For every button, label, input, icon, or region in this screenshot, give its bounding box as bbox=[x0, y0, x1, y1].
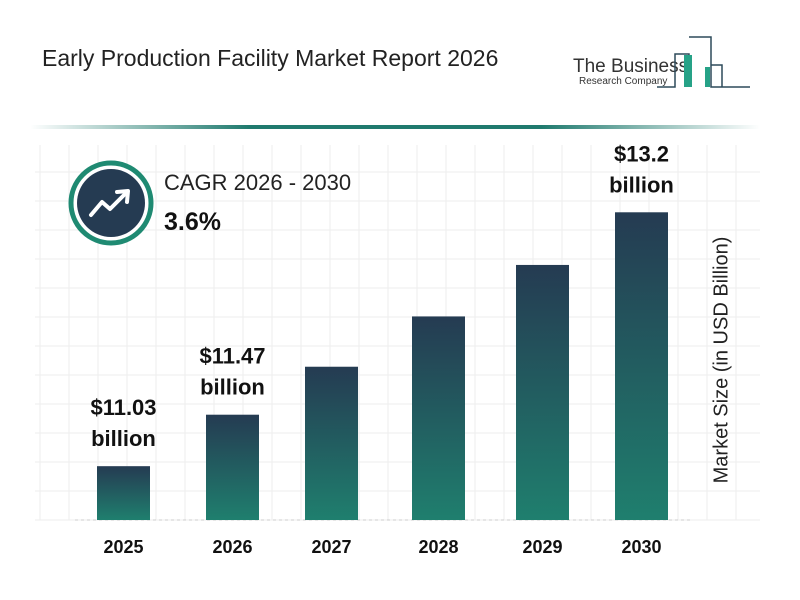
x-tick-label: 2026 bbox=[212, 537, 252, 557]
y-axis-label: Market Size (in USD Billion) bbox=[710, 236, 733, 484]
bar-2025 bbox=[97, 466, 150, 520]
trending-up-icon bbox=[68, 160, 154, 246]
x-tick-label: 2029 bbox=[522, 537, 562, 557]
divider bbox=[30, 125, 760, 129]
data-label: $11.47 bbox=[199, 344, 265, 369]
bar-2026 bbox=[206, 414, 259, 520]
cagr-value: 3.6% bbox=[164, 208, 221, 236]
x-tick-label: 2027 bbox=[311, 537, 351, 557]
x-tick-label: 2030 bbox=[621, 537, 661, 557]
data-label-unit: billion bbox=[609, 172, 674, 197]
bar-2027 bbox=[305, 366, 358, 520]
bar-2029 bbox=[516, 264, 569, 520]
bar-2028 bbox=[412, 316, 465, 520]
data-label: $13.2 bbox=[614, 141, 669, 166]
data-label-unit: billion bbox=[91, 426, 156, 451]
data-label-unit: billion bbox=[200, 375, 265, 400]
logo-mark bbox=[657, 36, 750, 88]
chart-title: Early Production Facility Market Report … bbox=[42, 45, 499, 71]
x-tick-label: 2028 bbox=[418, 537, 458, 557]
bar-2030 bbox=[615, 212, 668, 521]
data-label: $11.03 bbox=[90, 395, 156, 420]
x-tick-label: 2025 bbox=[103, 537, 143, 557]
logo-text: The Business bbox=[573, 56, 689, 77]
cagr-label: CAGR 2026 - 2030 bbox=[164, 170, 352, 195]
logo-subtext: Research Company bbox=[579, 76, 668, 87]
